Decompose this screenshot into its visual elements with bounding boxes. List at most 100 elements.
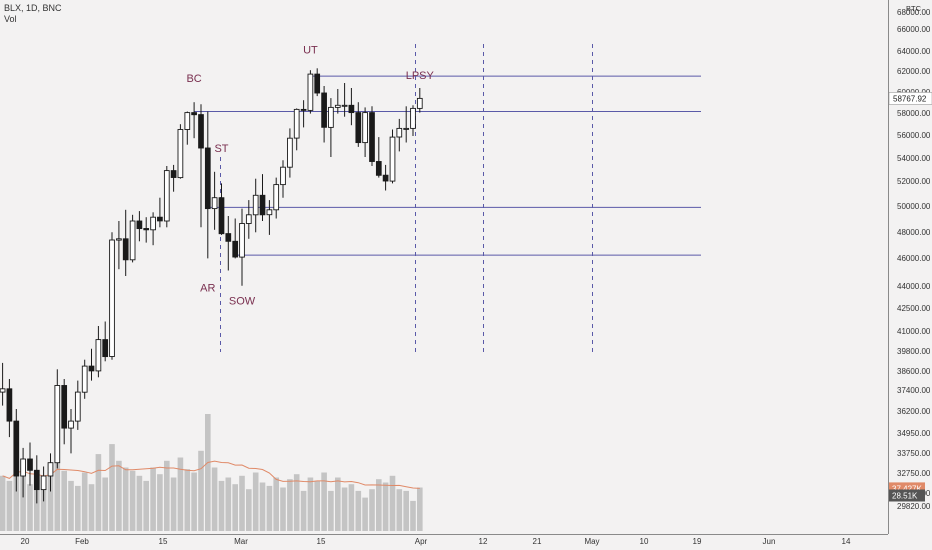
volume-bar bbox=[252, 472, 259, 531]
volume-bar bbox=[40, 487, 47, 531]
candle-up bbox=[54, 385, 61, 464]
candle-up bbox=[163, 170, 170, 222]
volume-bar bbox=[396, 489, 403, 531]
candle-down bbox=[170, 170, 177, 178]
candle-up bbox=[273, 184, 280, 211]
wyckoff-label: SOW bbox=[229, 295, 256, 307]
candle-up bbox=[239, 223, 245, 258]
volume-bar bbox=[355, 490, 362, 531]
volume-bar bbox=[293, 474, 300, 531]
volume-bar bbox=[410, 500, 416, 531]
candle-down bbox=[300, 108, 307, 111]
y-tick-label: 36200.00 bbox=[897, 407, 931, 416]
wyckoff-label: ST bbox=[214, 143, 228, 155]
y-tick-label: 41000.00 bbox=[897, 327, 931, 336]
y-tick-label: 62000.00 bbox=[897, 67, 931, 76]
last-price-label: 58767.92 bbox=[893, 94, 927, 103]
volume-bar bbox=[417, 487, 423, 531]
candle-up bbox=[410, 107, 416, 129]
candle-down bbox=[314, 73, 321, 94]
candle-up bbox=[20, 458, 26, 477]
volume-bar bbox=[20, 467, 26, 531]
volume-bar bbox=[143, 480, 149, 531]
x-tick-label: 12 bbox=[479, 537, 488, 546]
candle-up bbox=[40, 475, 47, 491]
candle-up bbox=[74, 391, 81, 422]
candle-down bbox=[143, 228, 150, 231]
wyckoff-label: BC bbox=[186, 73, 201, 85]
candle-up bbox=[328, 106, 334, 128]
candle-down bbox=[27, 458, 33, 471]
volume-bar bbox=[300, 490, 307, 531]
volume-bar bbox=[6, 480, 13, 531]
volume-bar bbox=[54, 427, 61, 531]
y-tick-label: 66000.00 bbox=[897, 25, 931, 34]
candle-up bbox=[403, 127, 410, 130]
candle-down bbox=[348, 104, 355, 114]
candle-down bbox=[136, 220, 143, 230]
y-tick-label: 46000.00 bbox=[897, 254, 931, 263]
volume-bar bbox=[75, 485, 81, 531]
candle-up bbox=[184, 112, 191, 130]
candle-down bbox=[13, 420, 20, 477]
x-tick-label: Feb bbox=[75, 537, 89, 546]
y-tick-label: 44000.00 bbox=[897, 282, 931, 291]
volume-bar bbox=[321, 472, 327, 531]
candle-up bbox=[307, 73, 314, 111]
volume-bar bbox=[239, 475, 245, 531]
x-tick-label: 14 bbox=[842, 537, 851, 546]
volume-bar bbox=[198, 450, 204, 531]
candle-up bbox=[211, 197, 218, 210]
volume-legend[interactable]: Vol bbox=[4, 14, 17, 24]
candle-up bbox=[0, 388, 6, 393]
candle-down bbox=[122, 238, 129, 261]
levels-layer bbox=[194, 44, 701, 352]
x-tick-label: 19 bbox=[693, 537, 702, 546]
candle-up bbox=[293, 108, 300, 139]
annotations-layer: BC AR ST SOW UT LPSY bbox=[186, 45, 434, 308]
wyckoff-label: UT bbox=[303, 45, 318, 57]
volume-tag-label: 37.427K bbox=[892, 484, 922, 493]
candle-down bbox=[232, 240, 239, 258]
y-tick-label: 52000.00 bbox=[897, 177, 931, 186]
volume-bar bbox=[362, 497, 368, 531]
x-tick-label: 15 bbox=[159, 537, 168, 546]
x-tick-label: Apr bbox=[415, 537, 428, 546]
volume-bar bbox=[403, 490, 409, 531]
volume-bar bbox=[191, 472, 197, 531]
candle-up bbox=[68, 420, 74, 429]
wyckoff-label: LPSY bbox=[406, 70, 435, 82]
candle-up bbox=[266, 209, 273, 216]
volume-bar bbox=[218, 480, 225, 531]
candle-down bbox=[191, 112, 197, 116]
volume-bar bbox=[369, 489, 375, 531]
volume-layer bbox=[0, 414, 423, 531]
candle-up bbox=[389, 136, 396, 182]
volume-bar bbox=[61, 470, 67, 531]
y-tick-label: 64000.00 bbox=[897, 47, 931, 56]
volume-bar bbox=[27, 484, 33, 531]
symbol-legend[interactable]: BLX, 1D, BNC bbox=[4, 3, 62, 13]
volume-bar bbox=[287, 479, 293, 531]
volume-bar bbox=[129, 470, 136, 531]
volume-bar bbox=[47, 464, 54, 531]
x-tick-label: Mar bbox=[234, 537, 248, 546]
volume-bar bbox=[225, 477, 232, 531]
volume-bar bbox=[95, 454, 102, 531]
y-tick-label: 38600.00 bbox=[897, 367, 931, 376]
volume-bar bbox=[246, 489, 252, 531]
candle-down bbox=[355, 112, 362, 144]
candle-down bbox=[375, 161, 382, 176]
candle-down bbox=[321, 92, 327, 128]
volume-bar bbox=[328, 490, 334, 531]
candle-up bbox=[150, 216, 156, 231]
volume-bar bbox=[232, 484, 238, 531]
volume-bar bbox=[389, 475, 396, 531]
volume-bar bbox=[136, 475, 143, 531]
candle-up bbox=[116, 238, 122, 241]
candle-down bbox=[225, 233, 232, 242]
candle-up bbox=[47, 462, 54, 477]
